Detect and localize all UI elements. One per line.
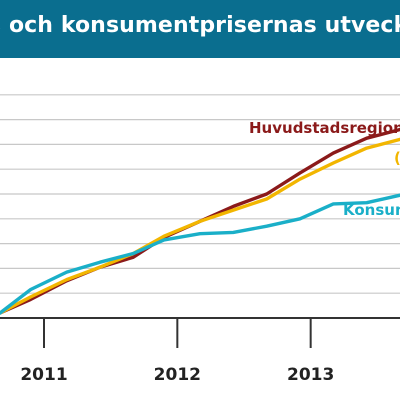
series-label-0: Huvudstadsregionen — [249, 119, 400, 137]
x-tick-label-1: 2012 — [154, 365, 201, 385]
chart-title: s och konsumentprisernas utveckling — [0, 13, 400, 38]
x-tick-label-2: 2013 — [287, 365, 334, 385]
chart-title-bar: s och konsumentprisernas utveckling — [0, 0, 400, 58]
series-label-2: Konsum — [343, 201, 400, 219]
series-line-1 — [0, 137, 400, 315]
x-tick-label-0: 2011 — [20, 365, 67, 385]
series-line-2 — [0, 193, 400, 315]
series-label-1: ( — [394, 149, 400, 167]
